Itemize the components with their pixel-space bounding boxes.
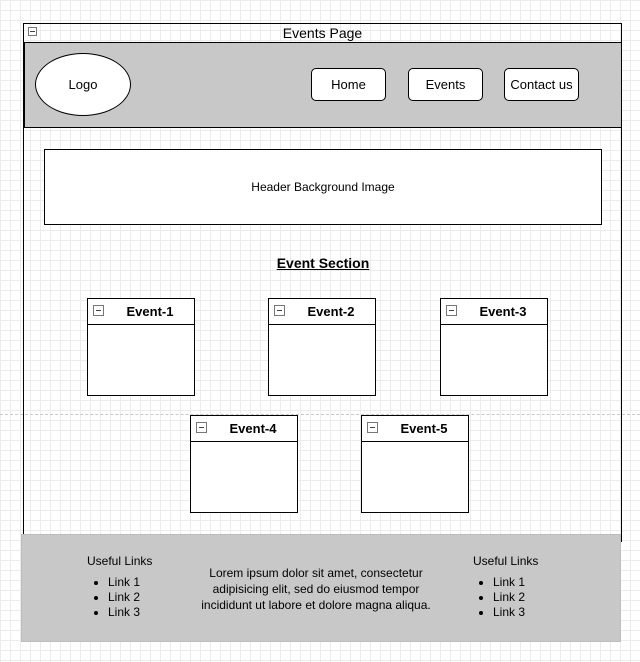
footer-description: Lorem ipsum dolor sit amet, consectetur …	[186, 565, 446, 613]
event-section-title: Event Section	[276, 255, 370, 271]
collapse-icon[interactable]	[446, 305, 457, 316]
collapse-icon[interactable]	[93, 305, 104, 316]
page-title: Events Page	[282, 25, 363, 41]
event-name: Event-4	[229, 421, 277, 436]
event-card-5[interactable]: Event-5	[361, 415, 469, 513]
footer-link[interactable]: Link 3	[493, 605, 573, 620]
footer-links-left: Useful Links Link 1 Link 2 Link 3	[78, 553, 188, 620]
page-break-line	[0, 414, 640, 415]
collapse-icon[interactable]	[196, 422, 207, 433]
collapse-icon[interactable]	[367, 422, 378, 433]
nav-contact-button[interactable]: Contact us	[504, 68, 579, 101]
header-image-placeholder: Header Background Image	[44, 149, 602, 225]
nav-events-button[interactable]: Events	[408, 68, 483, 101]
event-card-1[interactable]: Event-1	[87, 298, 195, 396]
event-name: Event-3	[479, 304, 527, 319]
event-card-header: Event-3	[441, 299, 547, 325]
logo[interactable]: Logo	[35, 53, 131, 116]
footer-text-line: incididunt ut labore et dolore magna ali…	[201, 598, 431, 612]
footer-link[interactable]: Link 1	[108, 575, 188, 590]
event-card-3[interactable]: Event-3	[440, 298, 548, 396]
collapse-icon[interactable]	[28, 27, 37, 36]
event-name: Event-1	[126, 304, 174, 319]
footer-text-line: Lorem ipsum dolor sit amet, consectetur	[209, 566, 423, 580]
event-name: Event-2	[307, 304, 355, 319]
footer-link[interactable]: Link 2	[493, 590, 573, 605]
footer-link[interactable]: Link 3	[108, 605, 188, 620]
event-name: Event-5	[400, 421, 448, 436]
event-card-header: Event-2	[269, 299, 375, 325]
footer-links-right: Useful Links Link 1 Link 2 Link 3	[463, 553, 573, 620]
nav-home-button[interactable]: Home	[311, 68, 386, 101]
event-card-4[interactable]: Event-4	[190, 415, 298, 513]
footer-link[interactable]: Link 2	[108, 590, 188, 605]
collapse-icon[interactable]	[274, 305, 285, 316]
event-card-2[interactable]: Event-2	[268, 298, 376, 396]
footer	[21, 534, 621, 642]
footer-links-title: Useful Links	[473, 554, 539, 568]
footer-link[interactable]: Link 1	[493, 575, 573, 590]
event-card-header: Event-1	[88, 299, 194, 325]
event-card-header: Event-5	[362, 416, 468, 442]
footer-links-title: Useful Links	[87, 554, 153, 568]
footer-text-line: adipisicing elit, sed do eiusmod tempor	[212, 582, 420, 596]
event-card-header: Event-4	[191, 416, 297, 442]
